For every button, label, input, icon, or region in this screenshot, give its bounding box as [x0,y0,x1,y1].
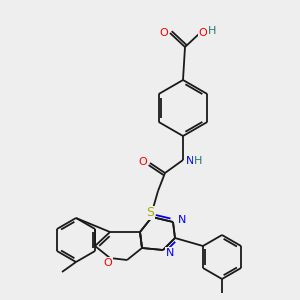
Text: S: S [146,206,154,220]
Text: N: N [166,248,174,258]
Text: N: N [178,215,186,225]
Text: O: O [199,28,207,38]
Text: H: H [194,156,202,166]
Text: H: H [208,26,216,36]
Text: N: N [186,156,194,166]
Text: O: O [139,157,147,167]
Text: O: O [160,28,168,38]
Text: O: O [103,258,112,268]
